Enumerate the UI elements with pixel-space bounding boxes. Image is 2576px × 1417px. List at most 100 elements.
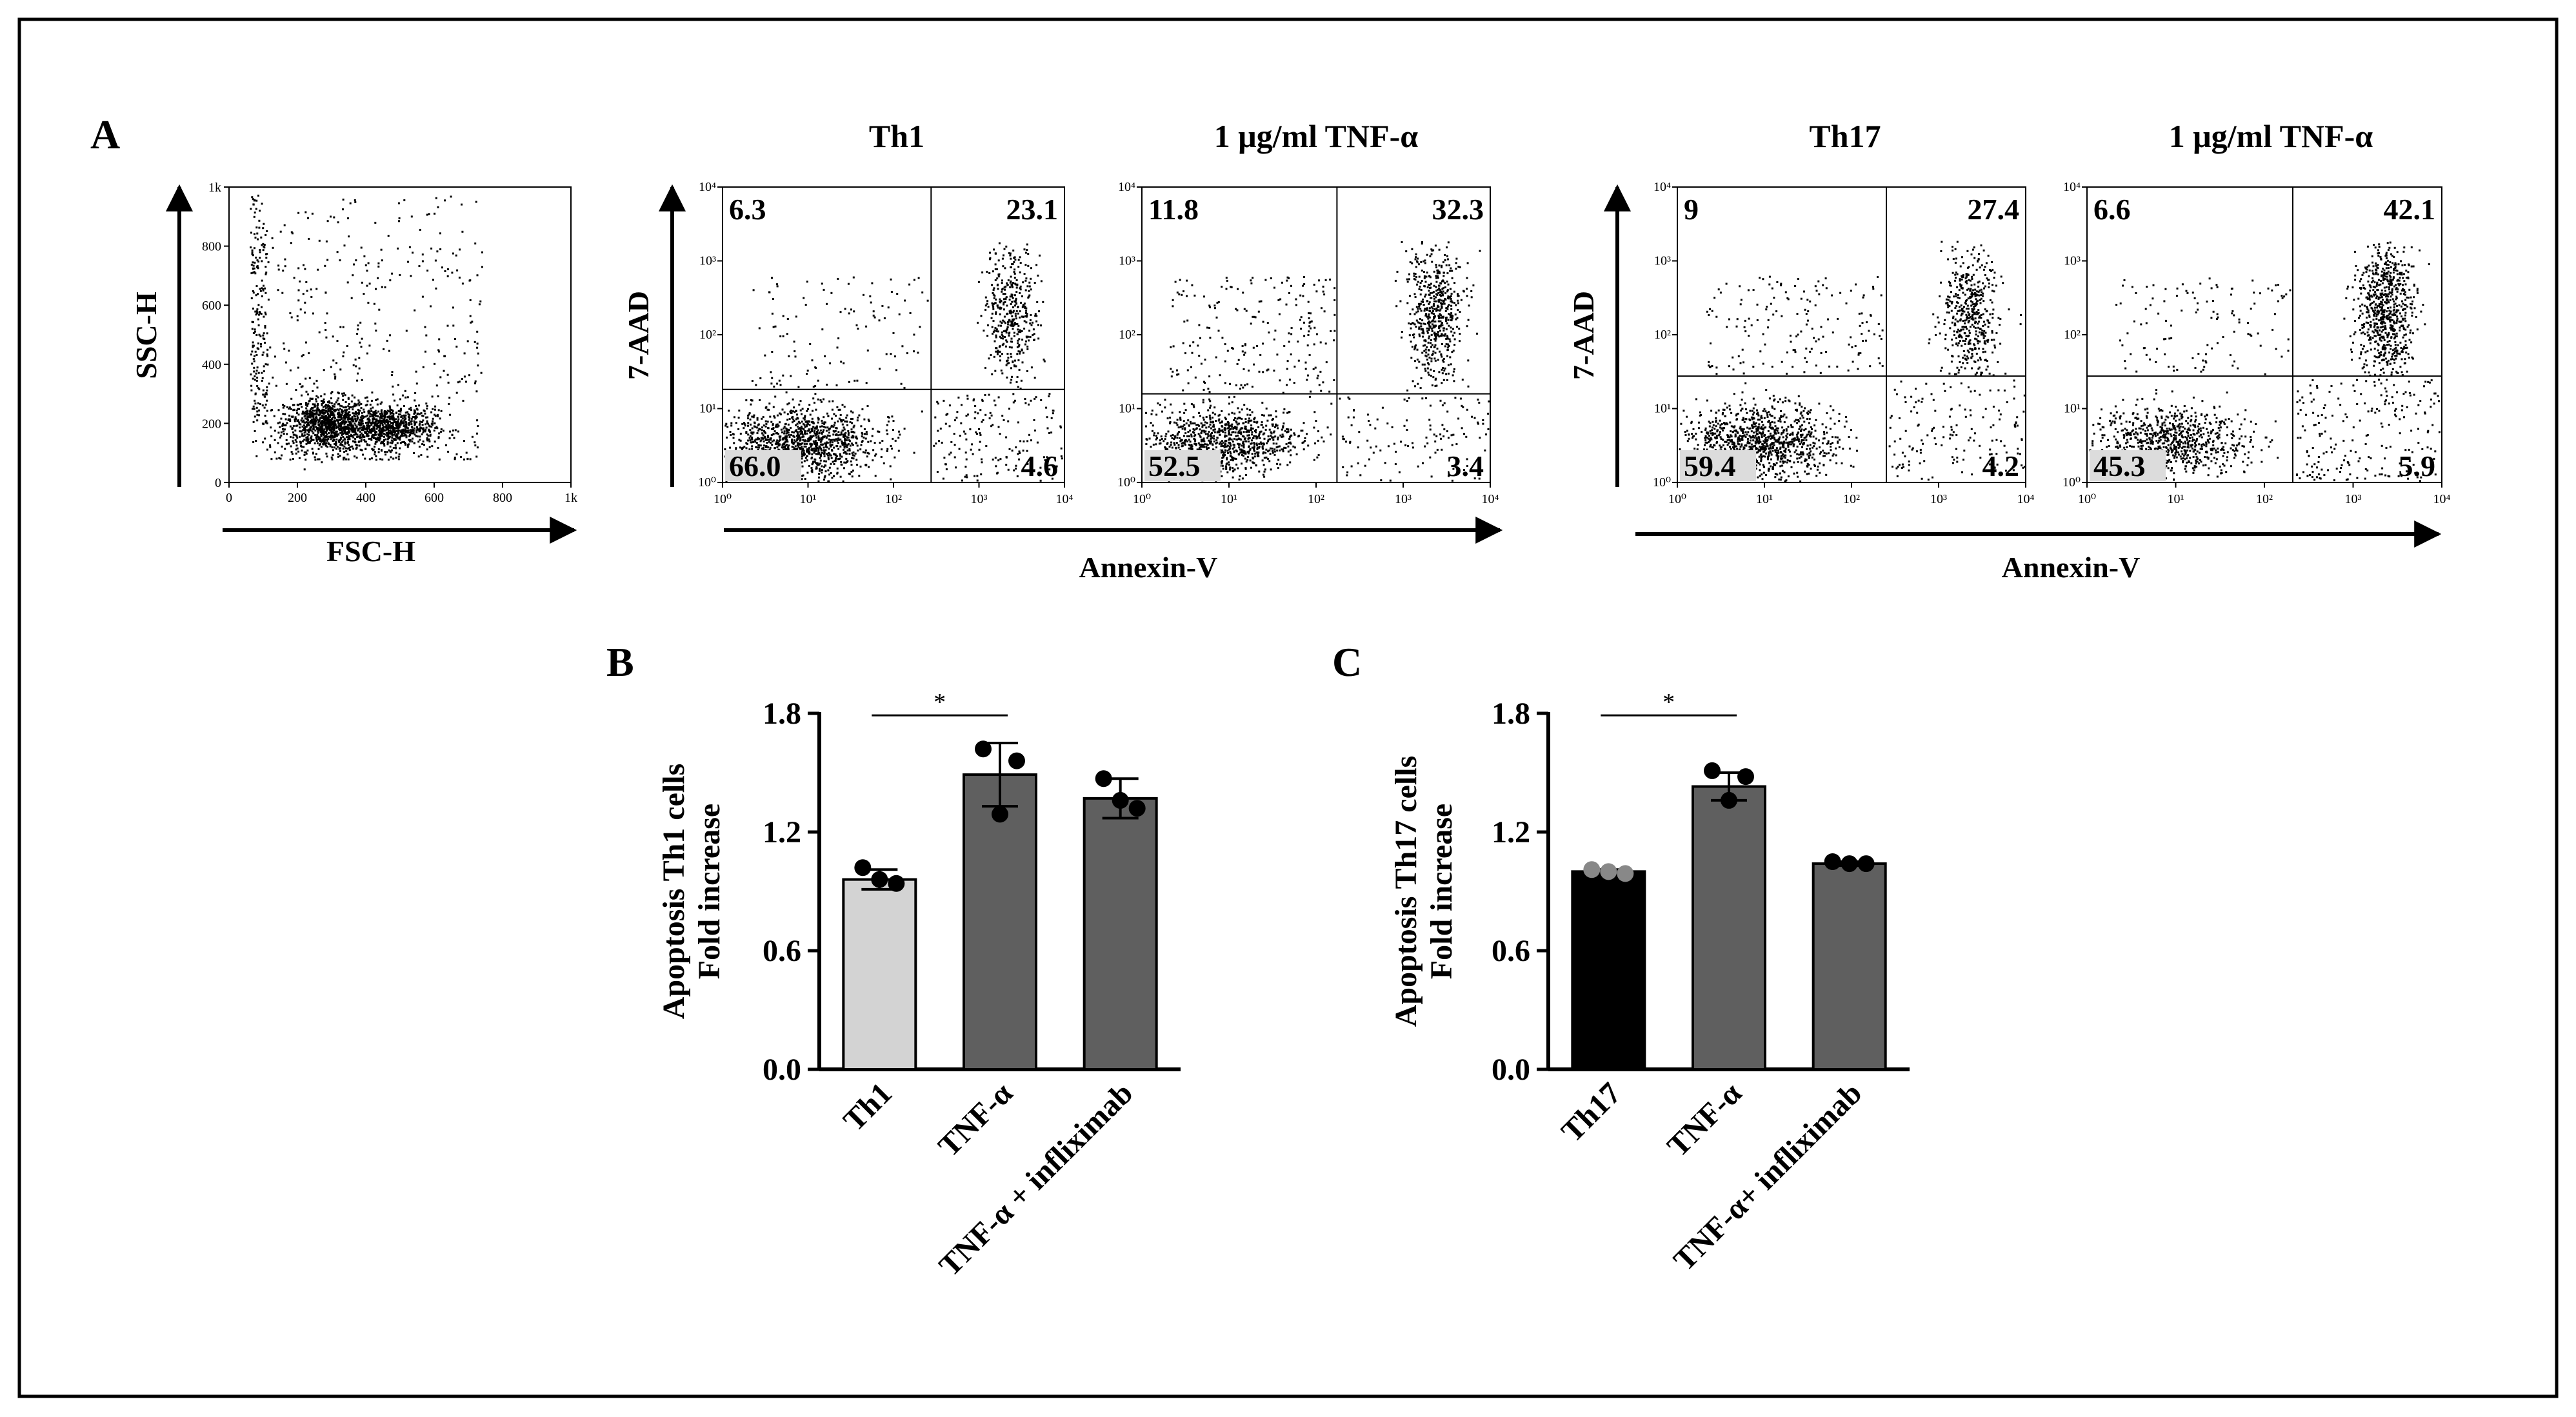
gating-point [294, 430, 297, 431]
flow-point [973, 417, 976, 420]
gating-point [434, 422, 436, 424]
flow-point [821, 282, 823, 285]
flow-point [1003, 286, 1006, 289]
flow-point [989, 257, 992, 259]
flow-point [981, 421, 983, 423]
flow-point [759, 377, 762, 379]
gating-point [407, 413, 410, 415]
flow-point [1239, 428, 1242, 431]
flow-point [745, 431, 748, 434]
gating-point [370, 424, 373, 426]
flow-point [1205, 446, 1208, 448]
flow-point [790, 426, 792, 429]
flow-point [855, 435, 857, 438]
flow-point [1217, 431, 1220, 433]
flow-point [729, 446, 731, 449]
flow-point [1024, 306, 1026, 309]
flow-point [819, 468, 821, 470]
gating-point [354, 402, 356, 405]
flow-point [1237, 431, 1240, 434]
gating-point [364, 264, 367, 266]
gating-point [347, 217, 349, 219]
flow-point [847, 436, 850, 439]
flow-point [999, 458, 1002, 461]
flow-point [829, 441, 832, 444]
flow-point [1037, 274, 1039, 277]
flow-point [795, 448, 797, 450]
flow-point [779, 437, 781, 439]
flow-point [1308, 395, 1311, 398]
flow-point [843, 461, 846, 464]
gating-point [346, 431, 349, 433]
gating-point [309, 428, 312, 430]
flow-point [772, 427, 775, 430]
gating-point [424, 412, 426, 415]
flow-point [955, 466, 957, 469]
flow-point [1029, 459, 1032, 461]
flow-point [815, 408, 817, 411]
flow-point [1003, 308, 1005, 311]
gating-point [335, 419, 338, 421]
flow-point [806, 425, 808, 428]
flow-point [1044, 459, 1046, 462]
gating-point [404, 396, 407, 399]
gating-point [385, 424, 388, 426]
gating-point [326, 428, 328, 430]
flow-point [1019, 256, 1021, 259]
gating-x-tick-label: 600 [424, 491, 444, 505]
gating-point [361, 420, 364, 422]
flow-point [1002, 265, 1004, 268]
gating-point [348, 424, 351, 427]
gating-point [367, 412, 370, 415]
flow-point [811, 470, 814, 472]
flow-point [1253, 455, 1256, 458]
flow-point [1225, 423, 1228, 426]
gating-point [408, 246, 411, 248]
gating-point [397, 247, 399, 250]
flow-point [1330, 433, 1332, 436]
flow-point [1231, 423, 1233, 426]
flow-point [1273, 426, 1276, 428]
flow-point [796, 448, 799, 450]
gating-point [339, 259, 341, 262]
gating-point [332, 424, 335, 427]
flow-point [935, 442, 937, 445]
flow-point [1282, 450, 1284, 453]
flow-point [1232, 476, 1234, 479]
gating-point [366, 284, 368, 287]
gating-point [337, 426, 340, 428]
flow-point [859, 465, 862, 468]
flow-point [1293, 433, 1296, 436]
flow-point [853, 454, 855, 457]
gating-point [375, 412, 378, 415]
flow-point [1221, 420, 1223, 422]
gating-point [452, 430, 454, 431]
gating-point [349, 202, 352, 204]
gating-point [429, 435, 432, 437]
flow-point [1215, 446, 1217, 449]
flow-point [1243, 450, 1246, 453]
flow-point [886, 424, 888, 426]
flow-point [835, 427, 837, 430]
flow-point [1002, 293, 1004, 295]
gating-point [372, 411, 375, 413]
gating-point [391, 411, 394, 414]
gating-point [395, 422, 398, 425]
gating-point [426, 438, 428, 441]
flow-point [945, 468, 948, 471]
flow-point [1190, 403, 1193, 406]
flow-point [1017, 324, 1020, 327]
flow-point [992, 459, 994, 461]
flow-point [1252, 457, 1255, 460]
flow-point [1303, 441, 1305, 444]
flow-point [848, 473, 851, 475]
gating-point [379, 415, 382, 417]
gating-point [341, 444, 344, 447]
flow-point [780, 428, 783, 431]
flow-point [815, 433, 818, 435]
gating-point [333, 416, 335, 419]
flow-point [803, 450, 805, 452]
gating-point [274, 430, 276, 432]
gating-point [341, 421, 343, 423]
gating-point [392, 426, 395, 429]
